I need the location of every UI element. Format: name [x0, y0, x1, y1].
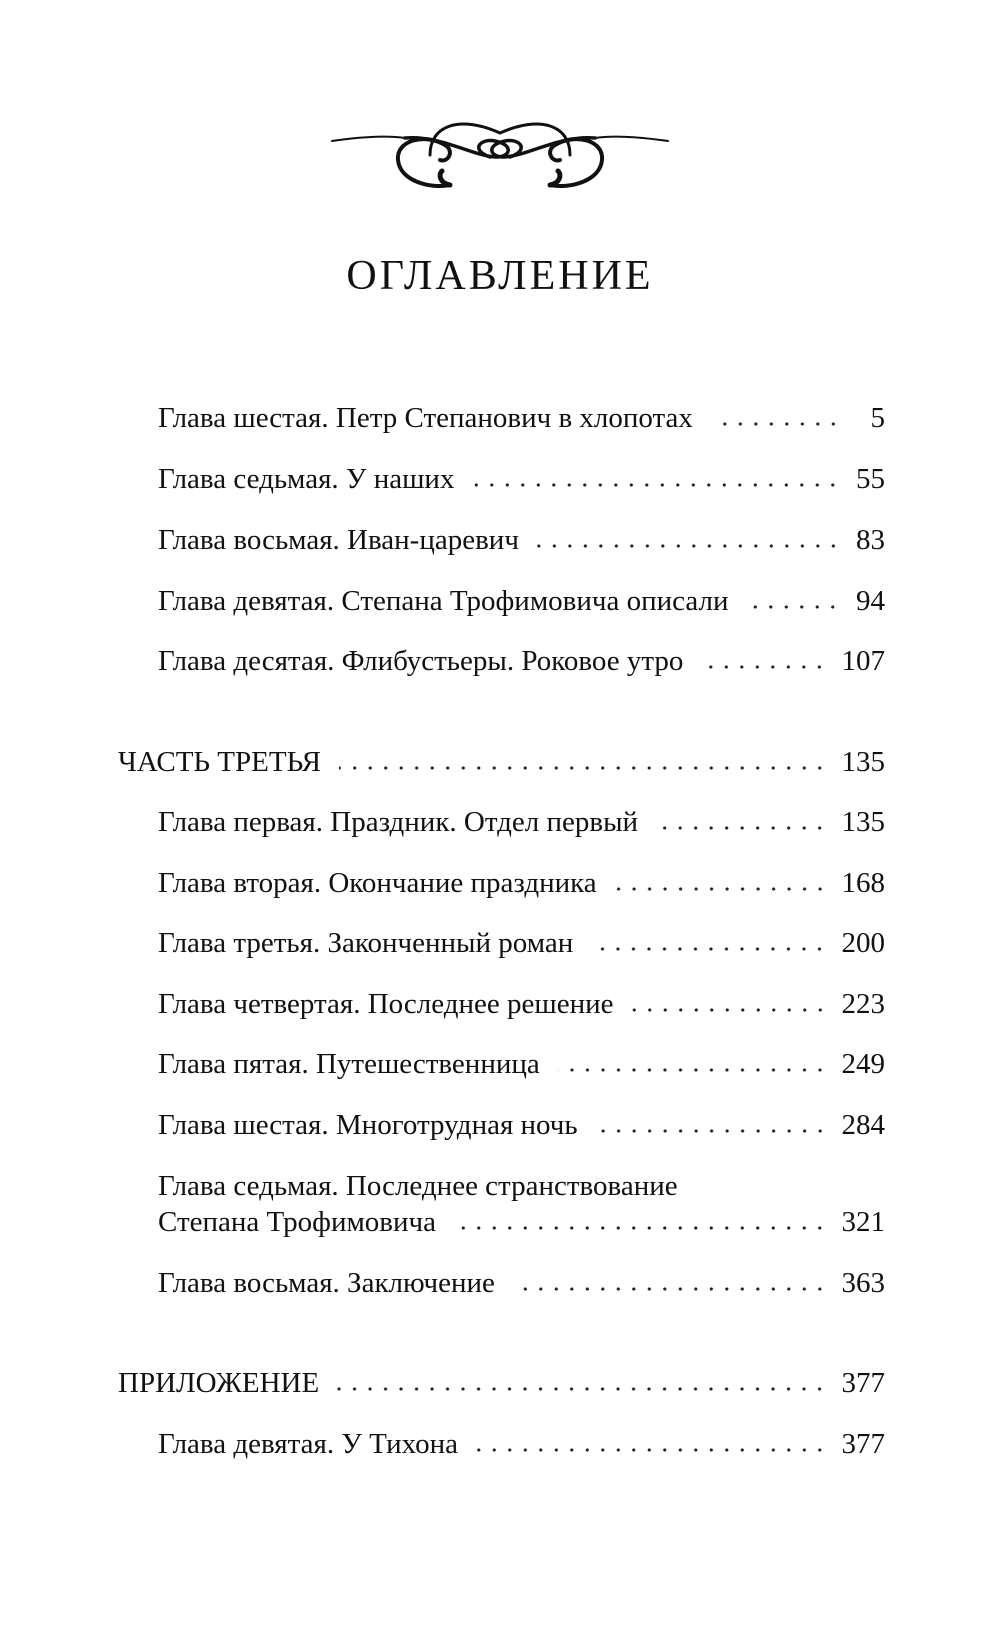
entry-page: 135 [841, 746, 886, 778]
dot-leader [512, 1286, 828, 1292]
entry-title: Глава вторая. Окончание праздника [158, 867, 597, 899]
decorative-flourish-icon [331, 122, 669, 188]
dot-leader [536, 543, 841, 549]
entry-page: 5 [870, 402, 886, 434]
entry-page: 284 [841, 1109, 886, 1141]
entry-page: 223 [841, 988, 886, 1020]
toc-entry: Глава третья. Законченный роман 200 [158, 925, 885, 961]
toc-entry: Глава восьмая. Иван-царевич 83 [158, 522, 885, 558]
dot-leader [557, 1067, 828, 1073]
entry-title: Глава шестая. Многотрудная ночь [158, 1109, 578, 1141]
entry-title: Глава шестая. Петр Степанович в хлопотах [158, 402, 693, 434]
entry-page: 363 [841, 1267, 886, 1299]
toc-entry: Глава шестая. Петр Степанович в хлопотах… [158, 400, 885, 436]
entry-page: 321 [841, 1206, 886, 1238]
entry-title: Степана Трофимовича [158, 1206, 436, 1238]
entry-page: 168 [841, 867, 886, 899]
entry-title: Глава девятая. У Тихона [158, 1428, 458, 1460]
toc-entry: Глава девятая. У Тихона 377 [158, 1426, 885, 1462]
toc-part-entry: ЧАСТЬ ТРЕТЬЯ 135 [118, 744, 885, 780]
entry-page: 377 [841, 1428, 886, 1460]
entry-title: Глава первая. Праздник. Отдел первый [158, 806, 639, 838]
entry-title: Глава девятая. Степана Трофимовича описа… [158, 585, 729, 617]
dot-leader [472, 482, 841, 488]
entry-title: Глава десятая. Флибустьеры. Роковое утро [158, 645, 684, 677]
toc-entry: Глава пятая. Путешественница 249 [158, 1046, 885, 1082]
part-title: ПРИЛОЖЕНИЕ [118, 1367, 320, 1399]
dot-leader [591, 946, 828, 952]
dot-leader [631, 1007, 828, 1013]
toc-entry: Глава первая. Праздник. Отдел первый 135 [158, 804, 885, 840]
dot-leader [475, 1447, 828, 1453]
toc-entry: Глава седьмая. У наших 55 [158, 461, 885, 497]
entry-title: Глава седьмая. У наших [158, 463, 455, 495]
entry-page: 377 [841, 1367, 886, 1399]
toc-entry: Степана Трофимовича 321 [158, 1204, 885, 1240]
entry-title: Глава восьмая. Заключение [158, 1267, 495, 1299]
dot-leader [614, 886, 828, 892]
entry-page: 107 [841, 645, 886, 677]
entry-page: 83 [856, 524, 885, 556]
entry-page: 249 [841, 1048, 886, 1080]
entry-page: 200 [841, 927, 886, 959]
toc-entry: Глава девятая. Степана Трофимовича описа… [158, 583, 885, 619]
entry-title: Глава пятая. Путешественница [158, 1048, 540, 1080]
dot-leader [746, 604, 841, 610]
page-title: ОГЛАВЛЕНИЕ [346, 253, 654, 299]
dot-leader [453, 1225, 828, 1231]
toc-entry: Глава вторая. Окончание праздника 168 [158, 865, 885, 901]
entry-title: Глава восьмая. Иван-царевич [158, 524, 519, 556]
dot-leader [710, 421, 841, 427]
dot-leader [595, 1128, 828, 1134]
entry-title: Глава четвертая. Последнее решение [158, 988, 614, 1020]
entry-title-line1: Глава седьмая. Последнее странствование [158, 1170, 678, 1202]
entry-page: 94 [856, 585, 885, 617]
entry-title: Глава третья. Законченный роман [158, 927, 574, 959]
part-title: ЧАСТЬ ТРЕТЬЯ [118, 746, 322, 778]
dot-leader [701, 664, 828, 670]
toc-part-entry: ПРИЛОЖЕНИЕ 377 [118, 1365, 885, 1401]
toc-entry: Глава восьмая. Заключение 363 [158, 1265, 885, 1301]
toc-entry: Глава четвертая. Последнее решение 223 [158, 986, 885, 1022]
dot-leader [339, 765, 828, 771]
entry-page: 135 [841, 806, 886, 838]
dot-leader [656, 825, 828, 831]
toc-entry: Глава шестая. Многотрудная ночь 284 [158, 1107, 885, 1143]
toc-entry: Глава десятая. Флибустьеры. Роковое утро… [158, 643, 885, 679]
entry-page: 55 [856, 463, 885, 495]
dot-leader [337, 1386, 828, 1392]
